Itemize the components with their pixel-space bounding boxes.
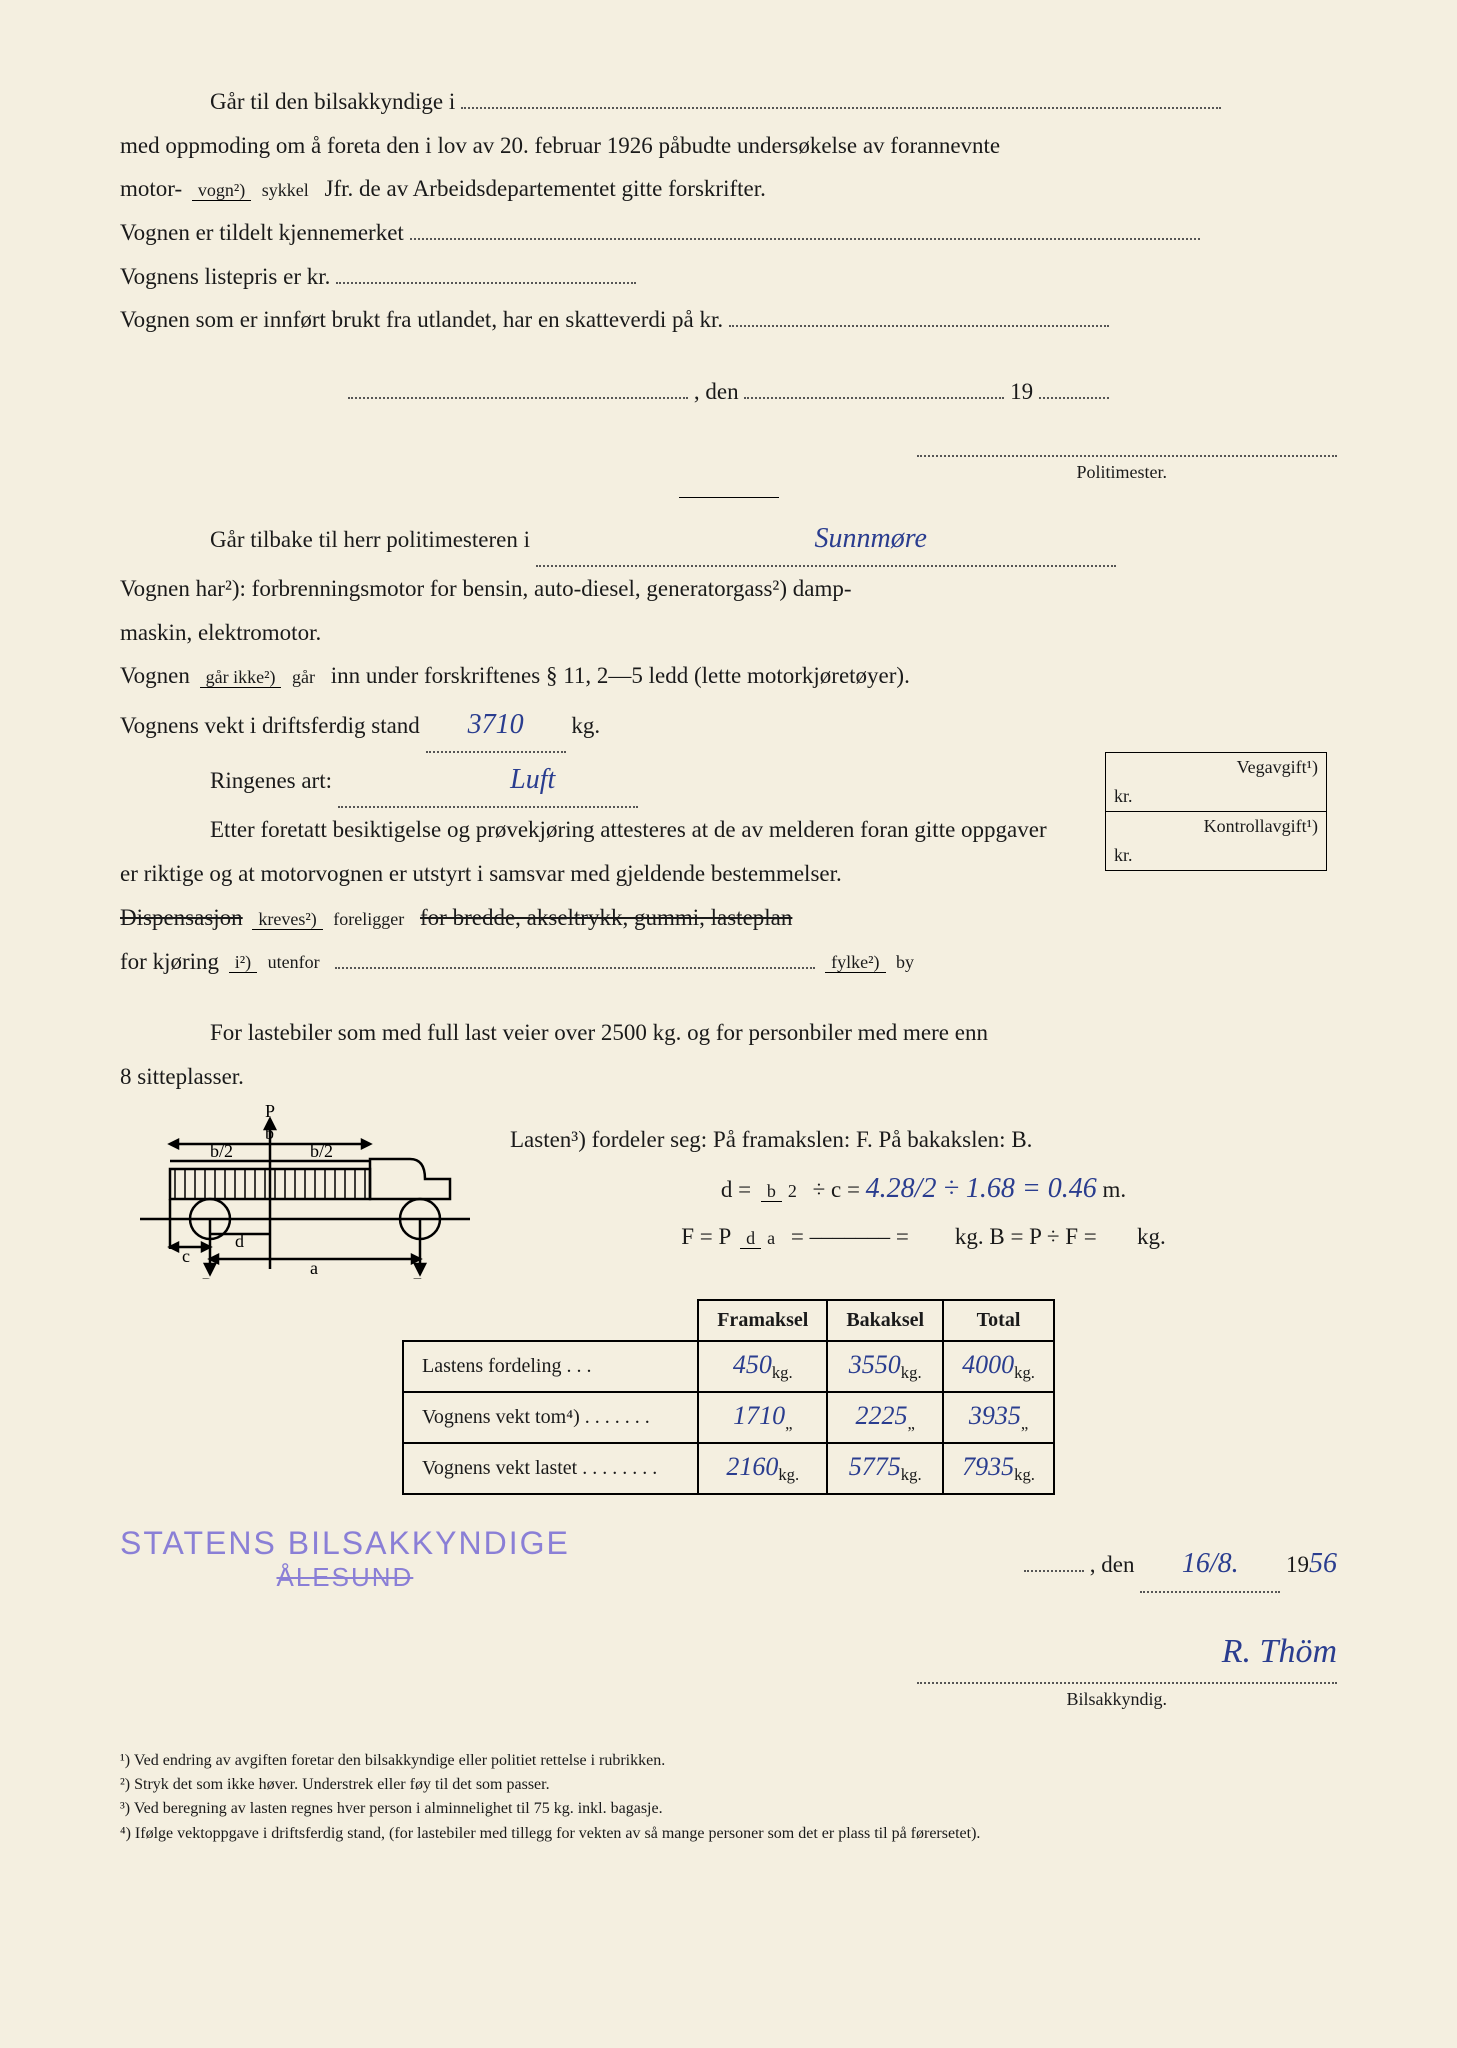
footnote-2: ²) Stryk det som ikke høver. Understrek … — [120, 1774, 1337, 1796]
hand-formula-d: 4.28/2 ÷ 1.68 = 0.46 — [866, 1173, 1097, 1204]
line-class: Vognen går ikke²) går inn under forskrif… — [120, 654, 1337, 698]
th-framaksel: Framaksel — [698, 1300, 827, 1341]
footnote-1: ¹) Ved endring av avgiften foretar den b… — [120, 1750, 1337, 1772]
text: Går til den bilsakkyndige i — [210, 89, 455, 114]
divider — [679, 497, 779, 498]
truck-diagram: P b b/2 b/2 c d a B F — [120, 1099, 480, 1279]
blank-field — [336, 282, 636, 284]
line-skatteverdi: Vognen som er innført brukt fra utlandet… — [120, 298, 1337, 342]
fraction-drive2: fylke²) by — [825, 953, 920, 973]
fraction-drive1: i²) utenfor — [229, 953, 326, 973]
svg-text:b/2: b/2 — [310, 1141, 333, 1161]
line-weight: Vognens vekt i driftsferdig stand 3710 k… — [120, 698, 1337, 753]
th-bakaksel: Bakaksel — [827, 1300, 943, 1341]
dist-label: Lasten³) fordeler seg: På framakslen: F.… — [510, 1118, 1337, 1162]
date-row-top: , den 19 — [120, 370, 1337, 414]
stamp: STATENS BILSAKKYNDIGE ÅLESUND — [120, 1525, 570, 1593]
fraction-vogn-sykkel: vogn²) sykkel — [192, 181, 315, 201]
footnotes: ¹) Ved endring av avgiften foretar den b… — [120, 1750, 1337, 1846]
svg-text:b/2: b/2 — [210, 1141, 233, 1161]
svg-text:c: c — [182, 1246, 190, 1266]
kr-field-1: kr. — [1106, 782, 1326, 811]
kontrollavgift-label: Kontrollavgift¹) — [1106, 811, 1326, 841]
hand-tyres: Luft — [510, 764, 555, 795]
line-dispensation: Dispensasjon kreves²) foreligger for bre… — [120, 896, 1337, 940]
blank-field — [461, 107, 1221, 109]
svg-text:B: B — [202, 1276, 213, 1279]
hand-weight: 3710 — [468, 709, 524, 740]
table-row: Vognens vekt lastet . . . . . . . . 2160… — [403, 1443, 1054, 1494]
footnote-4: ⁴) Ifølge vektoppgave i driftsferdig sta… — [120, 1823, 1337, 1845]
line-engine-a: Vognen har²): forbrenningsmotor for bens… — [120, 567, 1020, 611]
row-label: Vognens vekt lastet . . . . . . . . — [403, 1443, 698, 1494]
svg-text:F: F — [413, 1276, 422, 1279]
blank-field — [729, 325, 1109, 327]
fee-box: Vegavgift¹) kr. Kontrollavgift¹) kr. — [1105, 752, 1327, 871]
hand-location: Sunnmøre — [814, 523, 927, 554]
signature-row: STATENS BILSAKKYNDIGE ÅLESUND , den 16/8… — [120, 1525, 1337, 1593]
document-page: Går til den bilsakkyndige i med oppmodin… — [0, 0, 1457, 2048]
line-recipient: Går til den bilsakkyndige i — [120, 80, 1337, 124]
line-drive: for kjøring i²) utenfor fylke²) by — [120, 940, 1337, 984]
formula-block: Lasten³) fordeler seg: På framakslen: F.… — [510, 1118, 1337, 1259]
text: Jfr. de av Arbeidsdepartementet gitte fo… — [325, 176, 766, 201]
line-listepris: Vognens listepris er kr. — [120, 255, 1337, 299]
politimester-label: Politimester. — [1076, 462, 1167, 482]
blank-field — [410, 238, 1200, 240]
formula-f: F = P da = ––––––– = kg. B = P ÷ F = kg. — [510, 1215, 1337, 1259]
line-motor: motor- vogn²) sykkel Jfr. de av Arbeidsd… — [120, 167, 1337, 211]
load-intro-b: 8 sitteplasser. — [120, 1055, 1337, 1099]
svg-text:P: P — [265, 1101, 275, 1121]
weight-table: Framaksel Bakaksel Total Lastens fordeli… — [402, 1299, 1055, 1495]
fraction-gaar: går ikke²) går — [200, 668, 321, 688]
formula-d: d = b2 ÷ c = 4.28/2 ÷ 1.68 = 0.46 m. — [510, 1162, 1337, 1215]
diagram-row: P b b/2 b/2 c d a B F Lasten³) fordeler … — [120, 1099, 1337, 1279]
table-header-row: Framaksel Bakaksel Total — [403, 1300, 1054, 1341]
fraction-disp: kreves²) foreligger — [252, 910, 410, 930]
footnote-3: ³) Ved beregning av lasten regnes hver p… — [120, 1798, 1337, 1820]
date-bottom: , den 16/8. 1956 — [1024, 1537, 1337, 1592]
line-engine-b: maskin, elektromotor. — [120, 611, 1337, 655]
svg-text:b: b — [265, 1123, 274, 1143]
svg-text:a: a — [310, 1258, 318, 1278]
table-row: Vognens vekt tom⁴) . . . . . . . 1710„ 2… — [403, 1392, 1054, 1443]
kr-field-2: kr. — [1106, 841, 1326, 870]
vegavgift-label: Vegavgift¹) — [1106, 753, 1326, 782]
bilsakkyndig-sign: R. Thöm Bilsakkyndig. — [120, 1633, 1337, 1710]
politimester-sign: Politimester. — [120, 444, 1337, 483]
svg-text:d: d — [235, 1231, 244, 1251]
line-request: med oppmoding om å foreta den i lov av 2… — [120, 124, 1337, 168]
th-total: Total — [943, 1300, 1054, 1341]
th-blank — [403, 1300, 698, 1341]
row-label: Lastens fordeling . . . — [403, 1341, 698, 1392]
line-return: Går tilbake til herr politimesteren i Su… — [120, 512, 1337, 567]
row-label: Vognens vekt tom⁴) . . . . . . . — [403, 1392, 698, 1443]
line-kjennemerke: Vognen er tildelt kjennemerket — [120, 211, 1337, 255]
text: motor- — [120, 176, 182, 201]
load-intro-a: For lastebiler som med full last veier o… — [120, 1011, 1337, 1055]
hand-signature: R. Thöm — [1222, 1633, 1337, 1670]
table-row: Lastens fordeling . . . 450kg. 3550kg. 4… — [403, 1341, 1054, 1392]
bilsakkyndig-label: Bilsakkyndig. — [1066, 1689, 1167, 1709]
